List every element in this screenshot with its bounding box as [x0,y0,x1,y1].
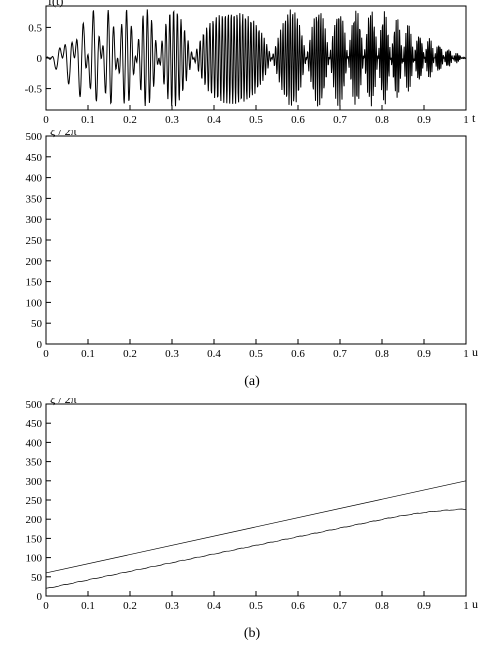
signal-panel: 0 0.1 0.2 0.3 0.4 0.5 0.6 0.7 0.8 0.9 1 -0.5 0 0.5 f(t… [0,0,504,130]
svg-text:1: 1 [463,114,469,126]
svg-text:ξ / 2π: ξ / 2π [50,398,77,406]
svg-text:0.1: 0.1 [81,348,95,360]
svg-text:0.4: 0.4 [207,348,221,360]
svg-text:50: 50 [31,318,43,330]
svg-text:0.9: 0.9 [417,600,431,612]
caption-a: (a) [0,374,504,390]
svg-text:0.3: 0.3 [165,114,179,126]
svg-text:u: u [472,597,478,611]
svg-text:400: 400 [26,437,43,449]
svg-text:250: 250 [26,235,43,247]
svg-text:0.4: 0.4 [207,114,221,126]
caption-b: (b) [0,626,504,642]
svg-text:0.2: 0.2 [123,114,137,126]
svg-text:0.6: 0.6 [291,348,305,360]
svg-text:0.6: 0.6 [291,114,305,126]
svg-text:t: t [472,111,476,125]
svg-text:0.8: 0.8 [375,348,389,360]
svg-text:0.9: 0.9 [417,114,431,126]
svg-text:0.4: 0.4 [207,600,221,612]
svg-text:0.7: 0.7 [333,114,347,126]
svg-text:0: 0 [37,339,43,351]
svg-text:0.2: 0.2 [123,600,137,612]
ridges-panel: 0 0.1 0.2 0.3 0.4 0.5 0.6 0.7 0.8 0.9 1 0 50 100 150 20… [0,398,504,622]
svg-text:f(t): f(t) [48,0,63,8]
svg-text:1: 1 [463,348,469,360]
svg-text:0.2: 0.2 [123,348,137,360]
svg-text:0.5: 0.5 [249,600,263,612]
spectrogram-panel: 0 0.1 0.2 0.3 0.4 0.5 0.6 0.7 0.8 0.9 1 0 50 100 150 20… [0,130,504,370]
svg-text:ξ / 2π: ξ / 2π [50,130,77,138]
svg-text:450: 450 [26,152,43,164]
svg-text:300: 300 [26,214,43,226]
svg-text:0.9: 0.9 [417,348,431,360]
svg-text:0: 0 [37,591,43,603]
svg-text:-0.5: -0.5 [25,84,43,96]
svg-text:0: 0 [43,348,49,360]
svg-text:0: 0 [43,600,49,612]
svg-text:0.5: 0.5 [28,22,42,34]
svg-text:0.3: 0.3 [165,348,179,360]
svg-text:450: 450 [26,418,43,430]
svg-text:0.8: 0.8 [375,600,389,612]
svg-text:350: 350 [26,193,43,205]
svg-text:350: 350 [26,457,43,469]
svg-text:250: 250 [26,495,43,507]
svg-text:200: 200 [26,514,43,526]
svg-text:500: 500 [26,399,43,411]
svg-text:0.8: 0.8 [375,114,389,126]
svg-text:200: 200 [26,256,43,268]
svg-text:150: 150 [26,277,43,289]
svg-text:100: 100 [26,553,43,565]
svg-text:0.1: 0.1 [81,600,95,612]
svg-text:400: 400 [26,173,43,185]
svg-text:0.7: 0.7 [333,348,347,360]
svg-text:100: 100 [26,297,43,309]
svg-text:0.5: 0.5 [249,114,263,126]
svg-text:1: 1 [463,600,469,612]
svg-text:u: u [472,345,478,359]
svg-text:150: 150 [26,533,43,545]
svg-text:500: 500 [26,131,43,143]
svg-text:0.1: 0.1 [81,114,95,126]
svg-text:0.6: 0.6 [291,600,305,612]
svg-text:0.3: 0.3 [165,600,179,612]
svg-text:0.7: 0.7 [333,600,347,612]
svg-text:0: 0 [37,53,43,65]
svg-text:300: 300 [26,476,43,488]
svg-text:0.5: 0.5 [249,348,263,360]
svg-text:50: 50 [31,572,43,584]
svg-text:0: 0 [43,114,49,126]
